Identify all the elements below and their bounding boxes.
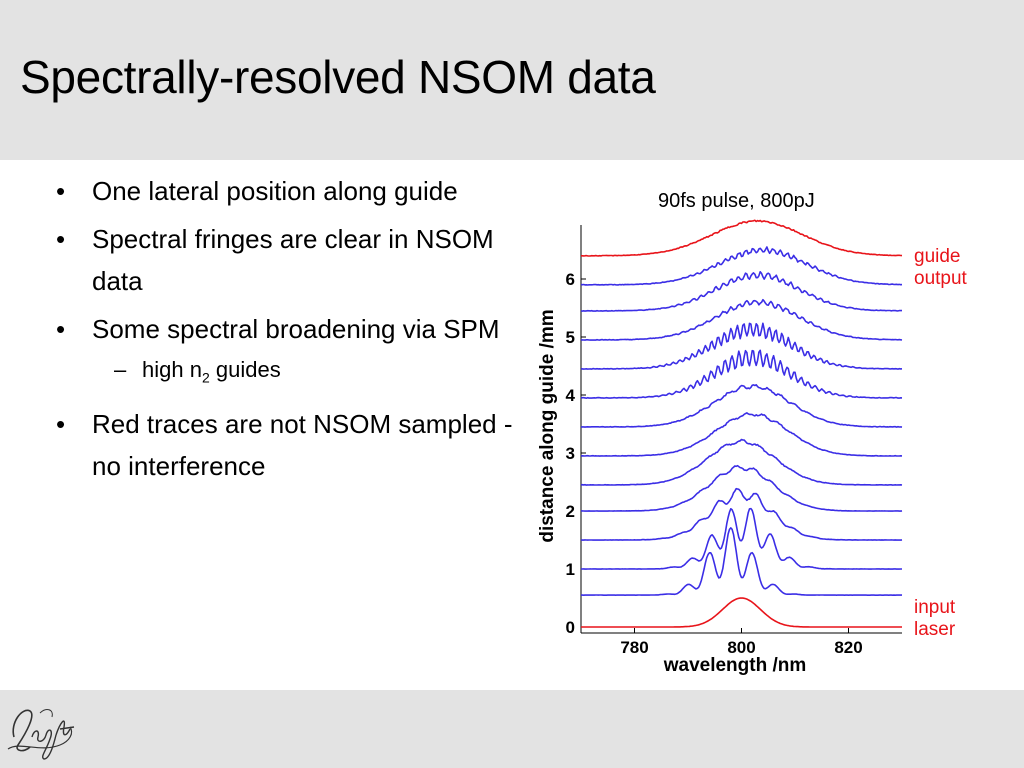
bullet-item: • One lateral position along guide <box>52 170 522 212</box>
bullet-list: • One lateral position along guide • Spe… <box>52 170 522 493</box>
y-tick-label: 6 <box>566 270 575 289</box>
bullet-item: • Some spectral broadening via SPM <box>52 308 522 350</box>
light-script-logo-icon <box>7 709 75 760</box>
y-tick-label: 3 <box>566 444 575 463</box>
bullet-dot: • <box>56 314 66 344</box>
y-tick-label: 0 <box>566 618 575 637</box>
annotation-guide-output: guide output <box>914 246 967 290</box>
annotation-line: guide <box>914 246 961 267</box>
y-tick-label: 1 <box>566 560 575 579</box>
annotation-line: laser <box>914 619 956 640</box>
spectrum-trace-nsom-7 <box>581 384 903 428</box>
spectrum-trace-input-0 <box>581 597 902 628</box>
sub-bullet-prefix: high n <box>142 357 202 382</box>
bullet-text: Spectral fringes are clear in NSOM data <box>92 224 494 296</box>
x-tick-label: 780 <box>620 638 648 657</box>
plot-area: 0 1 2 3 4 5 6 780 800 820 <box>566 219 903 657</box>
slide-title: Spectrally-resolved NSOM data <box>20 51 656 103</box>
sub-bullet-item: – high n2 guides <box>52 352 522 395</box>
bullet-item: • Red traces are not NSOM sampled - no i… <box>52 403 522 487</box>
spectra-chart: 0 1 2 3 4 5 6 780 800 820 distance along guide /m… <box>537 219 903 676</box>
annotation-line: output <box>914 268 967 289</box>
spectrum-trace-nsom-10 <box>580 298 903 341</box>
spectrum-trace-nsom-12 <box>580 246 903 286</box>
y-tick-label: 4 <box>566 386 576 405</box>
sub-bullet-dash: – <box>114 357 127 382</box>
title-bar: Spectrally-resolved NSOM data <box>0 0 1024 160</box>
spectrum-trace-nsom-8 <box>580 349 903 399</box>
bullet-dot: • <box>56 176 66 206</box>
sub-bullet-suffix: guides <box>209 357 281 382</box>
spectrum-trace-nsom-5 <box>580 438 903 486</box>
spectrum-trace-nsom-6 <box>580 412 903 457</box>
spectrum-trace-output-13 <box>581 219 903 257</box>
annotation-line: input <box>914 597 956 618</box>
bullet-dot: • <box>56 409 66 440</box>
spectrum-trace-nsom-2 <box>580 507 902 570</box>
y-tick-label: 5 <box>566 328 575 347</box>
bullet-text: Red traces are not NSOM sampled - no int… <box>92 409 513 482</box>
spectrum-trace-nsom-3 <box>580 487 903 541</box>
annotation-input-laser: input laser <box>914 597 955 641</box>
y-tick-label: 2 <box>566 502 575 521</box>
x-tick-label: 820 <box>834 638 862 657</box>
y-axis-label: distance along guide /mm <box>537 309 558 542</box>
x-tick-label: 800 <box>727 638 755 657</box>
x-axis-label: wavelength /nm <box>663 655 807 676</box>
bullet-dot: • <box>56 224 66 254</box>
spectrum-trace-nsom-9 <box>580 322 903 370</box>
bullet-text: One lateral position along guide <box>92 176 458 206</box>
spectrum-trace-nsom-1 <box>580 527 903 596</box>
bullet-item: • Spectral fringes are clear in NSOM dat… <box>52 218 522 302</box>
bullet-text: Some spectral broadening via SPM <box>92 314 500 344</box>
spectrum-trace-nsom-4 <box>580 464 903 512</box>
sub-bullet-subscript: 2 <box>201 369 210 386</box>
footer-bar <box>0 690 1024 768</box>
chart-title: 90fs pulse, 800pJ <box>658 190 815 212</box>
spectrum-trace-nsom-11 <box>580 271 902 312</box>
